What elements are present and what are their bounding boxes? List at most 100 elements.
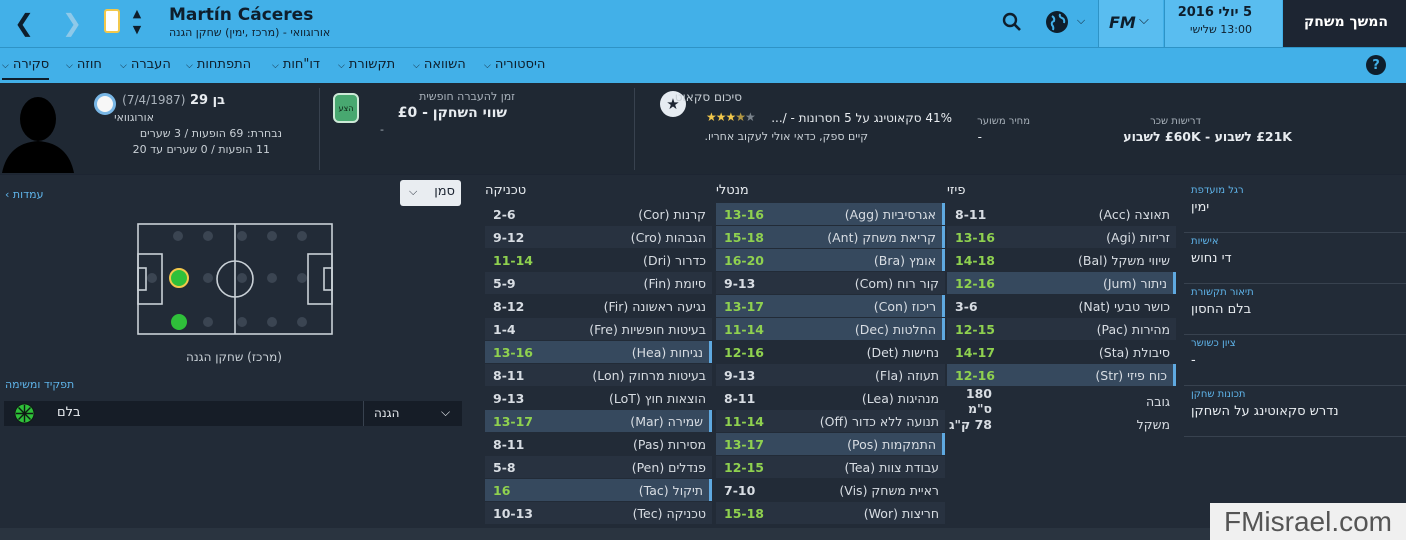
globe-chevron-icon[interactable]: ⌵ xyxy=(1076,14,1086,27)
attribute-row[interactable]: בעיטות מרחוק (Lon) 8-11 xyxy=(485,364,712,386)
player-subtitle: אורוגוואי - (מרכז ,ימין) שחקן הגנה xyxy=(169,26,331,39)
attribute-row[interactable]: נחישות (Det) 12-16 xyxy=(716,341,945,363)
tab-bar: סקירה⌵ חוזה⌵ העברה⌵ התפתחות⌵ דו"חות⌵ תקש… xyxy=(0,47,1406,83)
attribute-row[interactable]: קרנות (Cor) 2-6 xyxy=(485,203,712,225)
tab-history[interactable]: היסטוריה⌵ xyxy=(484,57,546,72)
attribute-row[interactable]: כדרור (Dri) 11-14 xyxy=(485,249,712,271)
attribute-label: נגיעה ראשונה (Fir) xyxy=(603,298,706,314)
info-item: ציון כשושר - xyxy=(1184,336,1406,386)
tab-label: דו"חות xyxy=(282,57,321,72)
attribute-row[interactable]: קור רוח (Com) 9-13 xyxy=(716,272,945,294)
attribute-value: 11-14 xyxy=(724,413,764,429)
info-label: רגל מועדפת xyxy=(1191,185,1244,196)
attribute-label: הגבהות (Cro) xyxy=(630,229,706,245)
attribute-row[interactable]: נגיעה ראשונה (Fir) 8-12 xyxy=(485,295,712,317)
duty-value: הגנה xyxy=(374,406,400,420)
empty-star-icon: ★ xyxy=(745,110,756,124)
role-selector[interactable]: בלם xyxy=(4,401,363,426)
attribute-label: תאוצה (Acc) xyxy=(1098,206,1170,222)
attribute-row[interactable]: חריצות (Wor) 15-18 xyxy=(716,502,945,524)
tab-compare[interactable]: השוואה⌵ xyxy=(413,57,466,72)
back-icon[interactable]: ❮ xyxy=(13,9,35,37)
attribute-row[interactable]: בעיטות חופשיות (Fre) 1-4 xyxy=(485,318,712,340)
attribute-value: 8-11 xyxy=(493,436,525,452)
search-icon[interactable] xyxy=(1000,10,1024,34)
attribute-row[interactable]: החלטות (Dec) 11-14 xyxy=(716,318,945,340)
attribute-row[interactable]: הוצאות חוץ (LoT) 9-13 xyxy=(485,387,712,409)
attribute-row[interactable]: שמירה (Mar) 13-17 xyxy=(485,410,712,432)
attribute-row[interactable]: כושר טבעי (Nat) 3-6 xyxy=(947,295,1176,317)
chevron-up-icon[interactable]: ▲ xyxy=(132,6,142,20)
main-panel: עמדות › ⌵ סמן (מרכז) שחקן הגנה תפקיד ומש… xyxy=(0,175,1406,528)
attribute-row[interactable]: נגיחות (Hea) 13-16 xyxy=(485,341,712,363)
tab-overview[interactable]: סקירה⌵ xyxy=(2,57,50,80)
attribute-value: 11-14 xyxy=(724,321,764,337)
attribute-row[interactable]: שיווי משקל (Bal) 14-18 xyxy=(947,249,1176,271)
duty-selector[interactable]: ⌵ הגנה xyxy=(363,401,462,426)
attribute-row[interactable]: תיקול (Tac) 16 xyxy=(485,479,712,501)
attribute-row[interactable]: ניתור (Jum) 12-16 xyxy=(947,272,1176,294)
chevron-down-icon[interactable]: ▼ xyxy=(132,22,142,36)
tab-development[interactable]: התפתחות⌵ xyxy=(186,57,252,72)
attribute-row[interactable]: עבודת צוות (Tea) 12-15 xyxy=(716,456,945,478)
attribute-value: 9-13 xyxy=(493,390,525,406)
attribute-row[interactable]: הגבהות (Cro) 9-12 xyxy=(485,226,712,248)
tab-media[interactable]: תקשורת⌵ xyxy=(338,57,396,72)
date-panel[interactable]: 5 יולי 2016 13:00 שלישי xyxy=(1164,0,1282,47)
attribute-row[interactable]: כוח פיזי (Str) 12-16 xyxy=(947,364,1176,386)
attribute-value: 9-12 xyxy=(493,229,525,245)
attribute-label: שיווי משקל (Bal) xyxy=(1077,252,1170,268)
offer-badge-icon[interactable]: הצע xyxy=(333,93,359,123)
attribute-row[interactable]: תאוצה (Acc) 8-11 xyxy=(947,203,1176,225)
tab-transfer[interactable]: העברה⌵ xyxy=(120,57,171,72)
attribute-row[interactable]: מהירות (Pac) 12-15 xyxy=(947,318,1176,340)
info-value: די נחוש xyxy=(1191,251,1232,266)
tab-contract[interactable]: חוזה⌵ xyxy=(66,57,102,72)
attribute-row[interactable]: ריכוז (Con) 13-17 xyxy=(716,295,945,317)
attribute-row[interactable]: פנדלים (Pen) 5-8 xyxy=(485,456,712,478)
attribute-row[interactable]: ראיית משחק (Vis) 7-10 xyxy=(716,479,945,501)
continue-button[interactable]: המשך משחק xyxy=(1283,0,1406,47)
top-bar: ❮ ❯ ▲ ▼ Martín Cáceres אורוגוואי - (מרכז… xyxy=(0,0,1406,47)
attribute-row[interactable]: אומץ (Bra) 16-20 xyxy=(716,249,945,271)
attribute-row[interactable]: תנועה ללא כדור (Off) 11-14 xyxy=(716,410,945,432)
dropdown-value: סמן xyxy=(434,184,455,199)
half-star-icon: ★ xyxy=(735,110,746,124)
help-icon[interactable]: ? xyxy=(1366,55,1386,75)
value-sub: - xyxy=(380,123,384,136)
positions-link[interactable]: עמדות › xyxy=(5,188,44,201)
pitch-dropdown[interactable]: ⌵ סמן xyxy=(400,180,461,206)
attribute-label: ראיית משחק (Vis) xyxy=(839,482,939,498)
attribute-label: ניתור (Jum) xyxy=(1102,275,1167,291)
attribute-label: מהירות (Pac) xyxy=(1096,321,1170,337)
attribute-row[interactable]: תעוזה (Fla) 9-13 xyxy=(716,364,945,386)
scout-line2: קיים ספק, כדאי אולי לעקוב אחריו. xyxy=(704,130,868,143)
nation-text: אורוגוואי xyxy=(114,111,154,124)
scout-line1: 41% סקאוטינג על 5 חסרונות - /... xyxy=(771,111,952,125)
attribute-row[interactable]: התמקמות (Pos) 13-17 xyxy=(716,433,945,455)
attribute-row[interactable]: קריאת משחק (Ant) 15-18 xyxy=(716,226,945,248)
tab-label: השוואה xyxy=(423,57,466,72)
attribute-row[interactable]: מסירות (Pas) 8-11 xyxy=(485,433,712,455)
attribute-row[interactable]: סיבולת (Sta) 14-17 xyxy=(947,341,1176,363)
attribute-row[interactable]: זריזות (Agi) 13-16 xyxy=(947,226,1176,248)
attribute-label: כושר טבעי (Nat) xyxy=(1078,298,1170,314)
attribute-label: זריזות (Agi) xyxy=(1106,229,1170,245)
player-value: שווי השחקן - £0 xyxy=(397,105,507,121)
info-value: בלם החסון xyxy=(1191,302,1252,317)
attribute-row[interactable]: סיומת (Fin) 5-9 xyxy=(485,272,712,294)
continue-label: המשך משחק xyxy=(1304,14,1388,30)
day-time-text: 13:00 שלישי xyxy=(1190,23,1252,36)
attribute-value: 12-15 xyxy=(724,459,764,475)
globe-icon[interactable] xyxy=(1044,9,1070,35)
attribute-value: 9-13 xyxy=(724,275,756,291)
attribute-row[interactable]: אגרסיביות (Agg) 13-16 xyxy=(716,203,945,225)
attribute-row[interactable]: מנהיגות (Lea) 8-11 xyxy=(716,387,945,409)
fm-menu-button[interactable]: FM ⌵ xyxy=(1099,0,1163,47)
tab-reports[interactable]: דו"חות⌵ xyxy=(272,57,321,72)
attribute-label: קריאת משחק (Ant) xyxy=(827,229,936,245)
forward-icon[interactable]: ❯ xyxy=(61,9,83,37)
height-row: גובה 180 ס"מ xyxy=(947,386,1176,416)
attribute-value: 13-16 xyxy=(955,229,995,245)
attribute-row[interactable]: טכניקה (Tec) 10-13 xyxy=(485,502,712,524)
